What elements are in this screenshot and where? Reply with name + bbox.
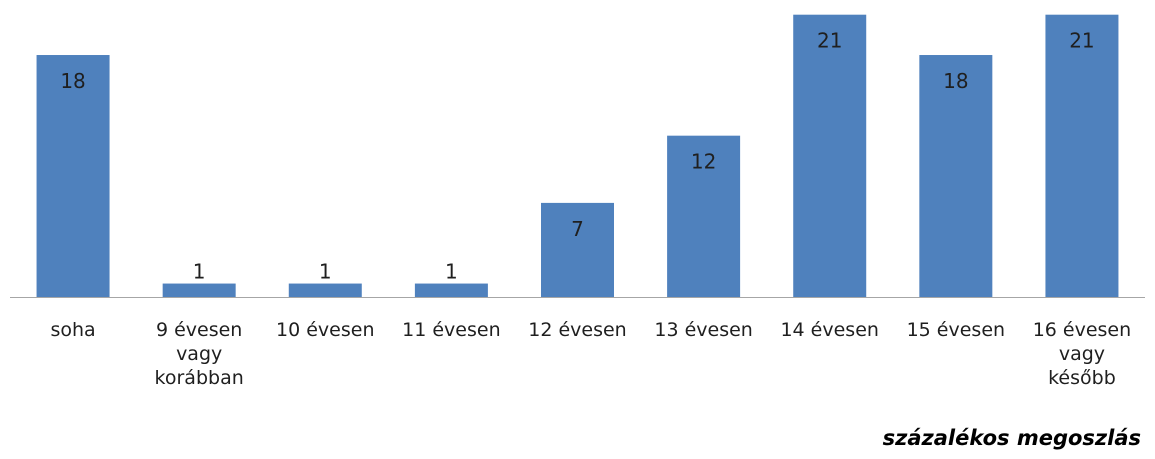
category-label-line: vagy: [1059, 343, 1105, 365]
data-label-7: 21: [817, 29, 842, 53]
category-label-line: 13 évesen: [654, 319, 752, 341]
category-label-line: soha: [50, 319, 95, 341]
chart-note: százalékos megoszlás: [882, 426, 1141, 450]
category-label-line: vagy: [176, 343, 222, 365]
data-label-4: 1: [445, 260, 458, 284]
category-label-9: 16 évesen vagy később: [1033, 319, 1131, 389]
category-label-3: 10 évesen: [276, 319, 374, 341]
bar-3: [288, 283, 362, 297]
bar-1: [36, 55, 110, 298]
data-label-6: 12: [691, 150, 716, 174]
category-label-5: 12 évesen: [528, 319, 626, 341]
bar-7: [793, 14, 867, 297]
bar-4: [414, 283, 488, 297]
category-label-4: 11 évesen: [402, 319, 500, 341]
category-label-line: 10 évesen: [276, 319, 374, 341]
category-label-line: korábban: [155, 367, 244, 389]
category-label-7: 14 évesen: [780, 319, 878, 341]
bar-8: [919, 55, 993, 298]
category-label-1: soha: [50, 319, 95, 341]
bar-2: [162, 283, 236, 297]
category-label-line: 11 évesen: [402, 319, 500, 341]
category-label-line: 12 évesen: [528, 319, 626, 341]
category-label-line: 9 évesen: [156, 319, 242, 341]
data-label-1: 18: [60, 69, 85, 93]
data-label-9: 21: [1069, 29, 1094, 53]
bar-6: [667, 135, 741, 297]
category-label-line: 15 évesen: [907, 319, 1005, 341]
category-label-2: 9 évesen vagy korábban: [155, 319, 244, 389]
category-label-line: 16 évesen: [1033, 319, 1131, 341]
data-label-2: 1: [193, 260, 206, 284]
category-label-line: 14 évesen: [780, 319, 878, 341]
category-label-6: 13 évesen: [654, 319, 752, 341]
data-label-3: 1: [319, 260, 332, 284]
bar-9: [1045, 14, 1119, 297]
data-label-8: 18: [943, 69, 968, 93]
bar-5: [541, 202, 614, 297]
category-label-8: 15 évesen: [907, 319, 1005, 341]
category-label-line: később: [1048, 367, 1116, 389]
data-label-5: 7: [571, 217, 584, 241]
